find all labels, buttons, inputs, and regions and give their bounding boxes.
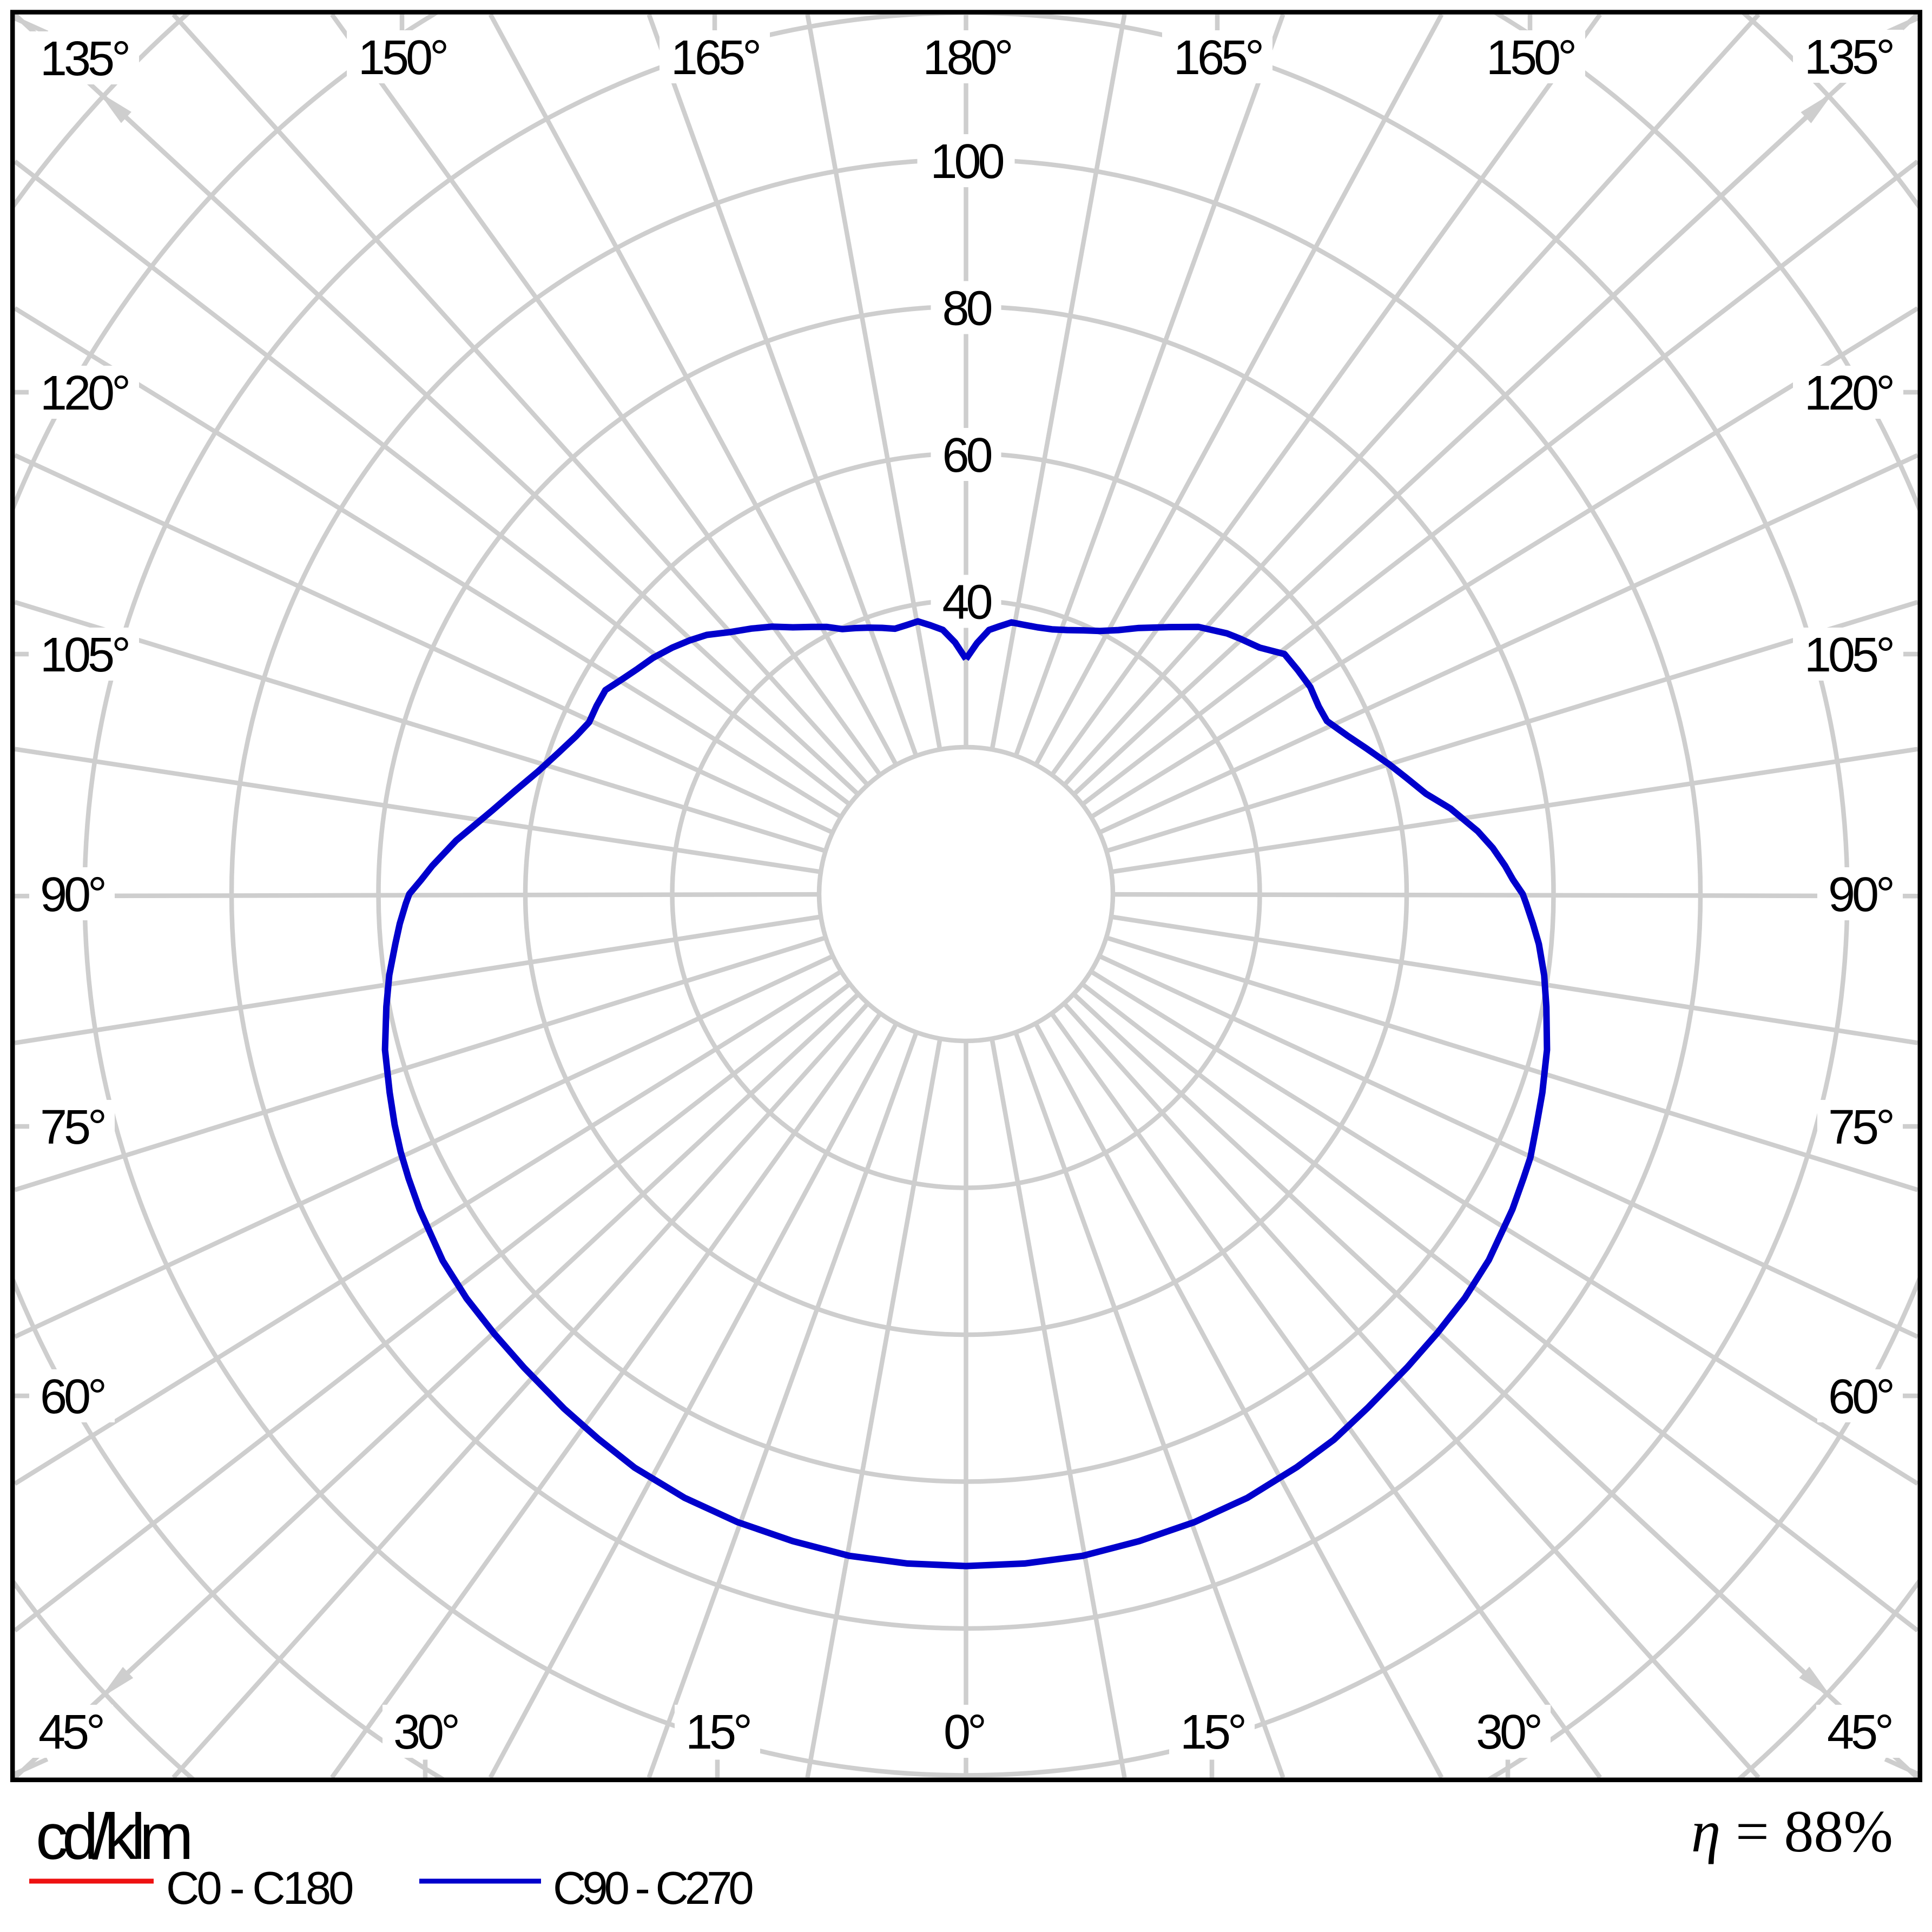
svg-text:105°: 105° (1804, 628, 1893, 682)
svg-text:90°: 90° (1828, 868, 1893, 922)
svg-text:80: 80 (942, 282, 991, 336)
svg-text:cd/klm: cd/klm (36, 1801, 190, 1873)
svg-text:165°: 165° (1173, 31, 1262, 85)
svg-text:C90 - C270: C90 - C270 (553, 1863, 752, 1914)
svg-text:60: 60 (942, 428, 991, 483)
svg-text:60°: 60° (1828, 1370, 1893, 1424)
svg-text:135°: 135° (1804, 30, 1893, 84)
svg-text:60°: 60° (40, 1370, 104, 1424)
svg-text:105°: 105° (40, 628, 128, 682)
svg-text:30°: 30° (393, 1705, 458, 1759)
svg-text:η = 88%: η = 88% (1691, 1798, 1893, 1864)
svg-text:150°: 150° (358, 31, 446, 85)
svg-text:0°: 0° (944, 1705, 984, 1759)
svg-text:45°: 45° (1827, 1705, 1891, 1759)
svg-text:120°: 120° (40, 366, 128, 420)
svg-text:90°: 90° (40, 868, 104, 922)
svg-text:40: 40 (942, 576, 991, 630)
svg-text:120°: 120° (1804, 366, 1893, 420)
svg-text:30°: 30° (1476, 1705, 1540, 1759)
svg-text:45°: 45° (38, 1705, 103, 1759)
svg-text:75°: 75° (40, 1100, 104, 1155)
svg-text:15°: 15° (685, 1705, 750, 1759)
svg-text:C0 - C180: C0 - C180 (166, 1863, 352, 1914)
svg-text:150°: 150° (1486, 31, 1574, 85)
svg-text:100: 100 (930, 135, 1003, 189)
svg-text:75°: 75° (1828, 1100, 1893, 1155)
svg-text:165°: 165° (671, 31, 759, 85)
svg-text:15°: 15° (1180, 1705, 1244, 1759)
svg-text:135°: 135° (40, 32, 128, 86)
svg-text:180°: 180° (922, 31, 1011, 85)
